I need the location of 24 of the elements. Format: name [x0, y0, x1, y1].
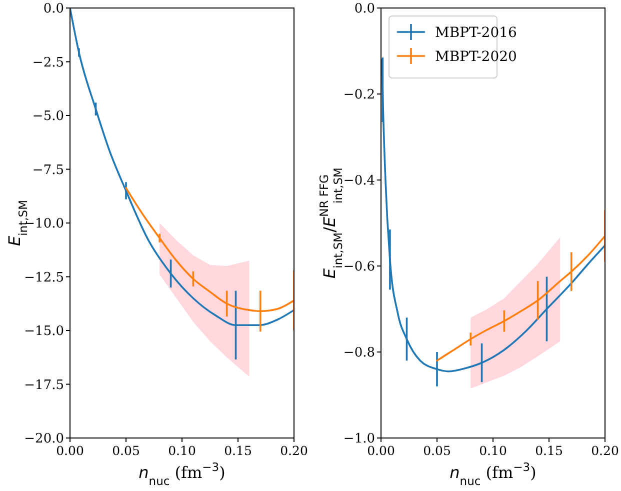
y-tick-label: −7.5 — [32, 162, 64, 178]
x-tick-label: 0.10 — [479, 443, 507, 458]
y-tick-label: −0.8 — [343, 346, 375, 361]
x-tick-label: 0.20 — [591, 443, 619, 458]
x-axis-title: n$_{nuc}$ (fm$^{−3}$) — [450, 460, 536, 488]
y-tick-label: −0.4 — [343, 174, 375, 189]
y-tick-label: −2.5 — [32, 55, 64, 70]
x-tick-label: 0.15 — [535, 443, 563, 458]
legend-label: MBPT-2016 — [435, 24, 518, 41]
y-tick-label: 0.0 — [43, 2, 64, 17]
y-tick-label: −5.0 — [32, 109, 64, 124]
y-tick-label: −12.5 — [24, 270, 64, 286]
y-tick-label: −15.0 — [24, 324, 64, 340]
y-tick-label: −0.6 — [343, 260, 375, 275]
x-tick-label: 0.10 — [168, 443, 196, 458]
x-axis-title: n$_{nuc}$ (fm$^{−3}$) — [138, 460, 226, 488]
y-tick-label: −0.2 — [343, 88, 375, 103]
x-tick-label: 0.05 — [423, 443, 451, 458]
x-tick-label: 0.05 — [112, 443, 140, 458]
x-tick-label: 0.20 — [280, 443, 308, 458]
legend-label: MBPT-2020 — [435, 48, 517, 65]
x-tick-label: 0.15 — [224, 443, 252, 458]
y-tick-label: −17.5 — [24, 378, 64, 393]
y-tick-label: 0.0 — [354, 2, 375, 17]
